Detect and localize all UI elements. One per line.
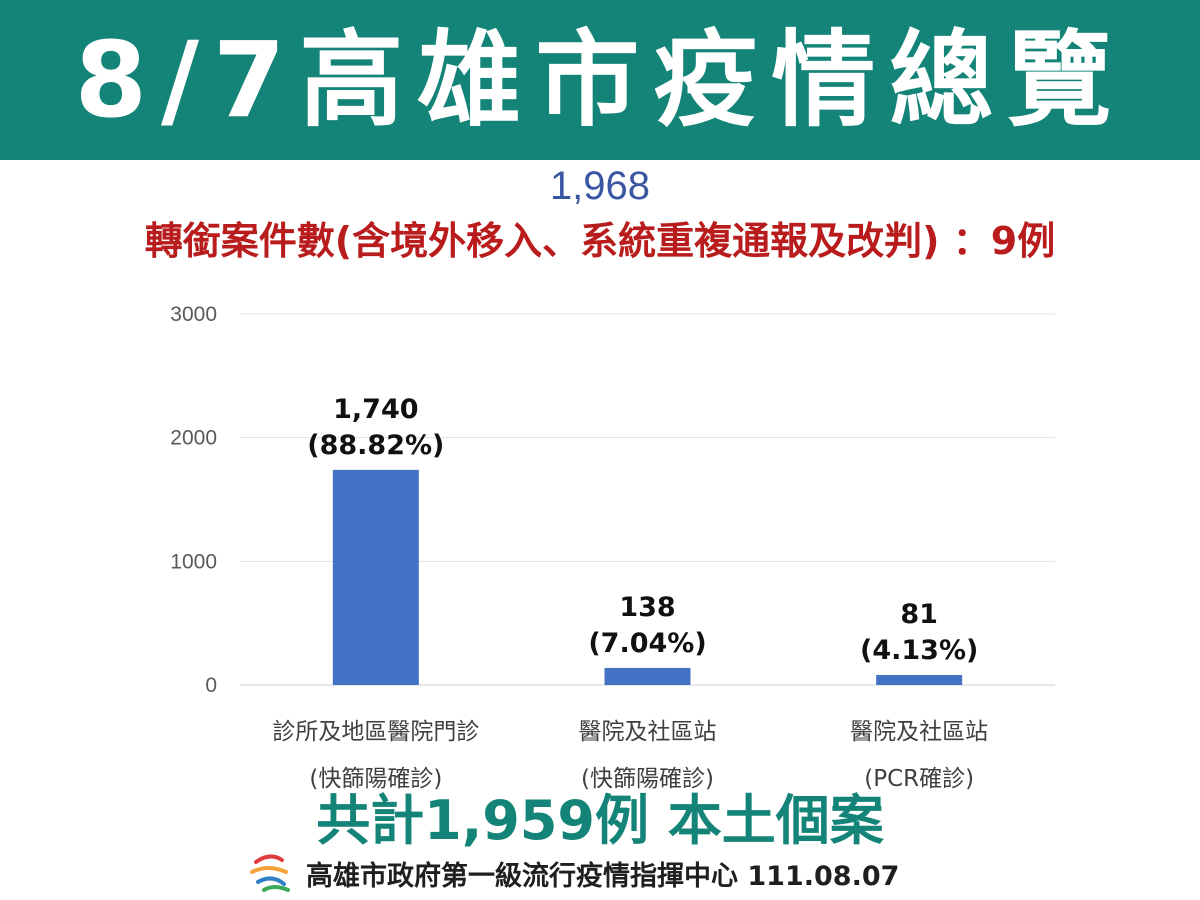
data-label: 81 [900,599,938,630]
summary-total: 共計1,959例 本土個案 [316,789,884,852]
y-tick-label: 0 [205,674,217,697]
bar [876,674,963,685]
y-tick-label: 3000 [170,303,217,326]
bar [332,469,419,685]
title-banner: 8/7高雄市疫情總覽 [0,0,1200,160]
category-label: 醫院及社區站 [579,719,717,745]
data-label: (7.04%) [588,628,706,659]
data-label: (88.82%) [307,430,444,461]
category-label: (快篩陽確診) [309,766,442,792]
bar-chart: 0 1000 2000 3000 1,740 (88.82%) 診所及地區醫院門診 (快篩陽確… [170,303,1055,792]
footer: 高雄市政府第一級流行疫情指揮中心 111.08.07 [248,852,899,894]
category-label: 醫院及社區站 [850,719,988,745]
category-label: 診所及地區醫院門診 [272,719,479,745]
bar [604,667,691,685]
category-label: (PCR確診) [864,766,974,792]
transfer-note: 轉銜案件數(含境外移入、系統重複通報及改判) ：9例 [144,219,1056,263]
page-title: 8/7高雄市疫情總覽 [74,19,1126,141]
data-label: 138 [619,592,675,623]
data-label: 1,740 [333,394,418,425]
category-label: (快篩陽確診) [581,766,714,792]
total-cases: 1,968 [549,164,651,208]
y-tick-label: 2000 [170,427,217,450]
y-tick-label: 1000 [170,550,217,573]
data-label: (4.13%) [860,635,978,666]
kaohsiung-logo-icon [250,854,290,892]
footer-org: 高雄市政府第一級流行疫情指揮中心 111.08.07 [306,860,900,892]
